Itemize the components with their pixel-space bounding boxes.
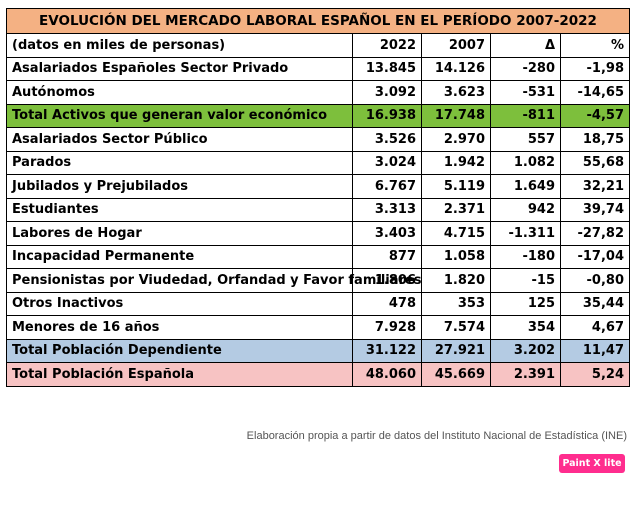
value-delta: -180	[490, 244, 561, 269]
value-2022: 3.092	[352, 80, 422, 105]
value-2022: 3.024	[352, 150, 422, 175]
value-2007: 14.126	[421, 56, 491, 81]
table-row: Menores de 16 años 7.928 7.574 354 4,67	[6, 315, 630, 340]
value-2022: 1.806	[352, 268, 422, 293]
value-delta: 557	[490, 127, 561, 152]
header-row: (datos en miles de personas) 2022 2007 Δ…	[6, 33, 630, 58]
table-row: Otros Inactivos 478 353 125 35,44	[6, 291, 630, 316]
row-label: Parados	[6, 150, 353, 175]
header-2007: 2007	[421, 33, 491, 58]
value-percent: 18,75	[560, 127, 630, 152]
table-row: Estudiantes 3.313 2.371 942 39,74	[6, 197, 630, 222]
value-percent: -17,04	[560, 244, 630, 269]
value-percent: -27,82	[560, 221, 630, 246]
value-2007: 2.970	[421, 127, 491, 152]
value-delta: 942	[490, 197, 561, 222]
value-2022: 6.767	[352, 174, 422, 199]
value-2007: 27.921	[421, 338, 491, 363]
value-delta: 3.202	[490, 338, 561, 363]
row-label: Total Activos que generan valor económic…	[6, 103, 353, 128]
header-percent: %	[560, 33, 630, 58]
value-delta: -811	[490, 103, 561, 128]
value-2007: 5.119	[421, 174, 491, 199]
value-2007: 3.623	[421, 80, 491, 105]
table-row: Asalariados Españoles Sector Privado 13.…	[6, 56, 630, 81]
table-row: Incapacidad Permanente 877 1.058 -180 -1…	[6, 244, 630, 269]
row-label: Labores de Hogar	[6, 221, 353, 246]
total-poblacion-row: Total Población Española 48.060 45.669 2…	[6, 362, 630, 387]
value-2022: 3.526	[352, 127, 422, 152]
table-row: Parados 3.024 1.942 1.082 55,68	[6, 150, 630, 175]
value-2007: 1.942	[421, 150, 491, 175]
row-label: Asalariados Sector Público	[6, 127, 353, 152]
table-row: Asalariados Sector Público 3.526 2.970 5…	[6, 127, 630, 152]
value-delta: 125	[490, 291, 561, 316]
value-2007: 17.748	[421, 103, 491, 128]
row-label: Otros Inactivos	[6, 291, 353, 316]
row-label: Jubilados y Prejubilados	[6, 174, 353, 199]
value-2007: 4.715	[421, 221, 491, 246]
value-2022: 31.122	[352, 338, 422, 363]
value-2007: 2.371	[421, 197, 491, 222]
row-label: Total Población Española	[6, 362, 353, 387]
total-activos-row: Total Activos que generan valor económic…	[6, 103, 630, 128]
value-2022: 478	[352, 291, 422, 316]
value-2022: 13.845	[352, 56, 422, 81]
row-label: Total Población Dependiente	[6, 338, 353, 363]
value-percent: 4,67	[560, 315, 630, 340]
table-row: Jubilados y Prejubilados 6.767 5.119 1.6…	[6, 174, 630, 199]
value-2007: 45.669	[421, 362, 491, 387]
value-percent: 5,24	[560, 362, 630, 387]
value-2022: 3.313	[352, 197, 422, 222]
value-delta: 1.649	[490, 174, 561, 199]
value-2022: 877	[352, 244, 422, 269]
value-delta: -280	[490, 56, 561, 81]
table-row: Labores de Hogar 3.403 4.715 -1.311 -27,…	[6, 221, 630, 246]
row-label: Asalariados Españoles Sector Privado	[6, 56, 353, 81]
value-2022: 16.938	[352, 103, 422, 128]
value-percent: 55,68	[560, 150, 630, 175]
value-2022: 3.403	[352, 221, 422, 246]
value-percent: -14,65	[560, 80, 630, 105]
value-delta: 2.391	[490, 362, 561, 387]
value-delta: 1.082	[490, 150, 561, 175]
value-delta: -531	[490, 80, 561, 105]
row-label: Incapacidad Permanente	[6, 244, 353, 269]
value-percent: 32,21	[560, 174, 630, 199]
value-2007: 1.820	[421, 268, 491, 293]
value-delta: -1.311	[490, 221, 561, 246]
value-2022: 48.060	[352, 362, 422, 387]
value-percent: -1,98	[560, 56, 630, 81]
value-2007: 7.574	[421, 315, 491, 340]
table-title: EVOLUCIÓN DEL MERCADO LABORAL ESPAÑOL EN…	[6, 8, 630, 34]
value-2022: 7.928	[352, 315, 422, 340]
value-percent: 39,74	[560, 197, 630, 222]
row-label: Menores de 16 años	[6, 315, 353, 340]
row-label: Autónomos	[6, 80, 353, 105]
table-row: Pensionistas por Viudedad, Orfandad y Fa…	[6, 268, 630, 293]
title-row: EVOLUCIÓN DEL MERCADO LABORAL ESPAÑOL EN…	[6, 8, 630, 34]
watermark-badge: Paint X lite	[559, 454, 625, 473]
header-2022: 2022	[352, 33, 422, 58]
value-percent: -0,80	[560, 268, 630, 293]
value-percent: -4,57	[560, 103, 630, 128]
labor-market-table: EVOLUCIÓN DEL MERCADO LABORAL ESPAÑOL EN…	[6, 8, 630, 387]
table-row: Autónomos 3.092 3.623 -531 -14,65	[6, 80, 630, 105]
row-label: Pensionistas por Viudedad, Orfandad y Fa…	[6, 268, 421, 293]
value-percent: 35,44	[560, 291, 630, 316]
value-percent: 11,47	[560, 338, 630, 363]
total-dependiente-row: Total Población Dependiente 31.122 27.92…	[6, 338, 630, 363]
row-label: Estudiantes	[6, 197, 353, 222]
source-note: Elaboración propia a partir de datos del…	[246, 430, 627, 442]
value-delta: -15	[490, 268, 561, 293]
header-units-label: (datos en miles de personas)	[6, 33, 353, 58]
header-delta: Δ	[490, 33, 561, 58]
value-delta: 354	[490, 315, 561, 340]
value-2007: 1.058	[421, 244, 491, 269]
value-2007: 353	[421, 291, 491, 316]
